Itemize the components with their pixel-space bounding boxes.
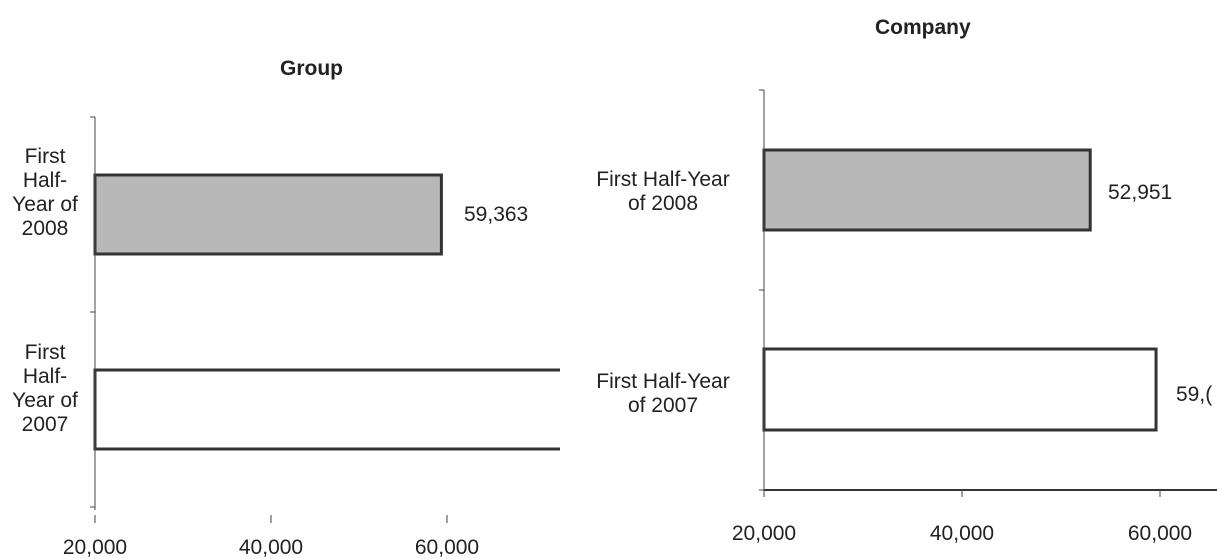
company-category-label-2008: First Half-Year of 2008 (596, 168, 730, 215)
company-bar-2008 (762, 148, 1092, 232)
company-x-tick-60000: 60,000 (1127, 522, 1193, 545)
group-x-tick-60000: 60,000 (414, 536, 480, 559)
group-chart: Group First Half-Year of 2008 First Half… (0, 0, 560, 559)
group-data-label-2008: 59,363 (464, 203, 529, 226)
group-x-tick-40000: 40,000 (238, 536, 304, 559)
company-chart-title: Company (875, 16, 971, 39)
group-chart-plot (90, 116, 560, 523)
company-data-label-2007: 59,( (1176, 383, 1213, 406)
group-category-label-2008: First Half-Year of 2008 (12, 145, 78, 240)
group-x-tick-20000: 20,000 (62, 536, 128, 559)
company-chart: Company First Half-Year of 2008 First Ha… (580, 0, 1217, 559)
group-bar-2008 (93, 173, 443, 256)
company-x-tick-40000: 40,000 (929, 522, 995, 545)
company-category-label-2007: First Half-Year of 2007 (596, 370, 730, 417)
company-x-tick-20000: 20,000 (731, 522, 797, 545)
group-bar-2007 (93, 368, 560, 451)
group-category-label-2007: First Half-Year of 2007 (12, 341, 78, 436)
company-data-label-2008: 52,951 (1108, 181, 1173, 204)
company-chart-plot (759, 89, 1217, 497)
group-chart-title: Group (280, 57, 343, 80)
company-bar-2007 (762, 347, 1158, 432)
